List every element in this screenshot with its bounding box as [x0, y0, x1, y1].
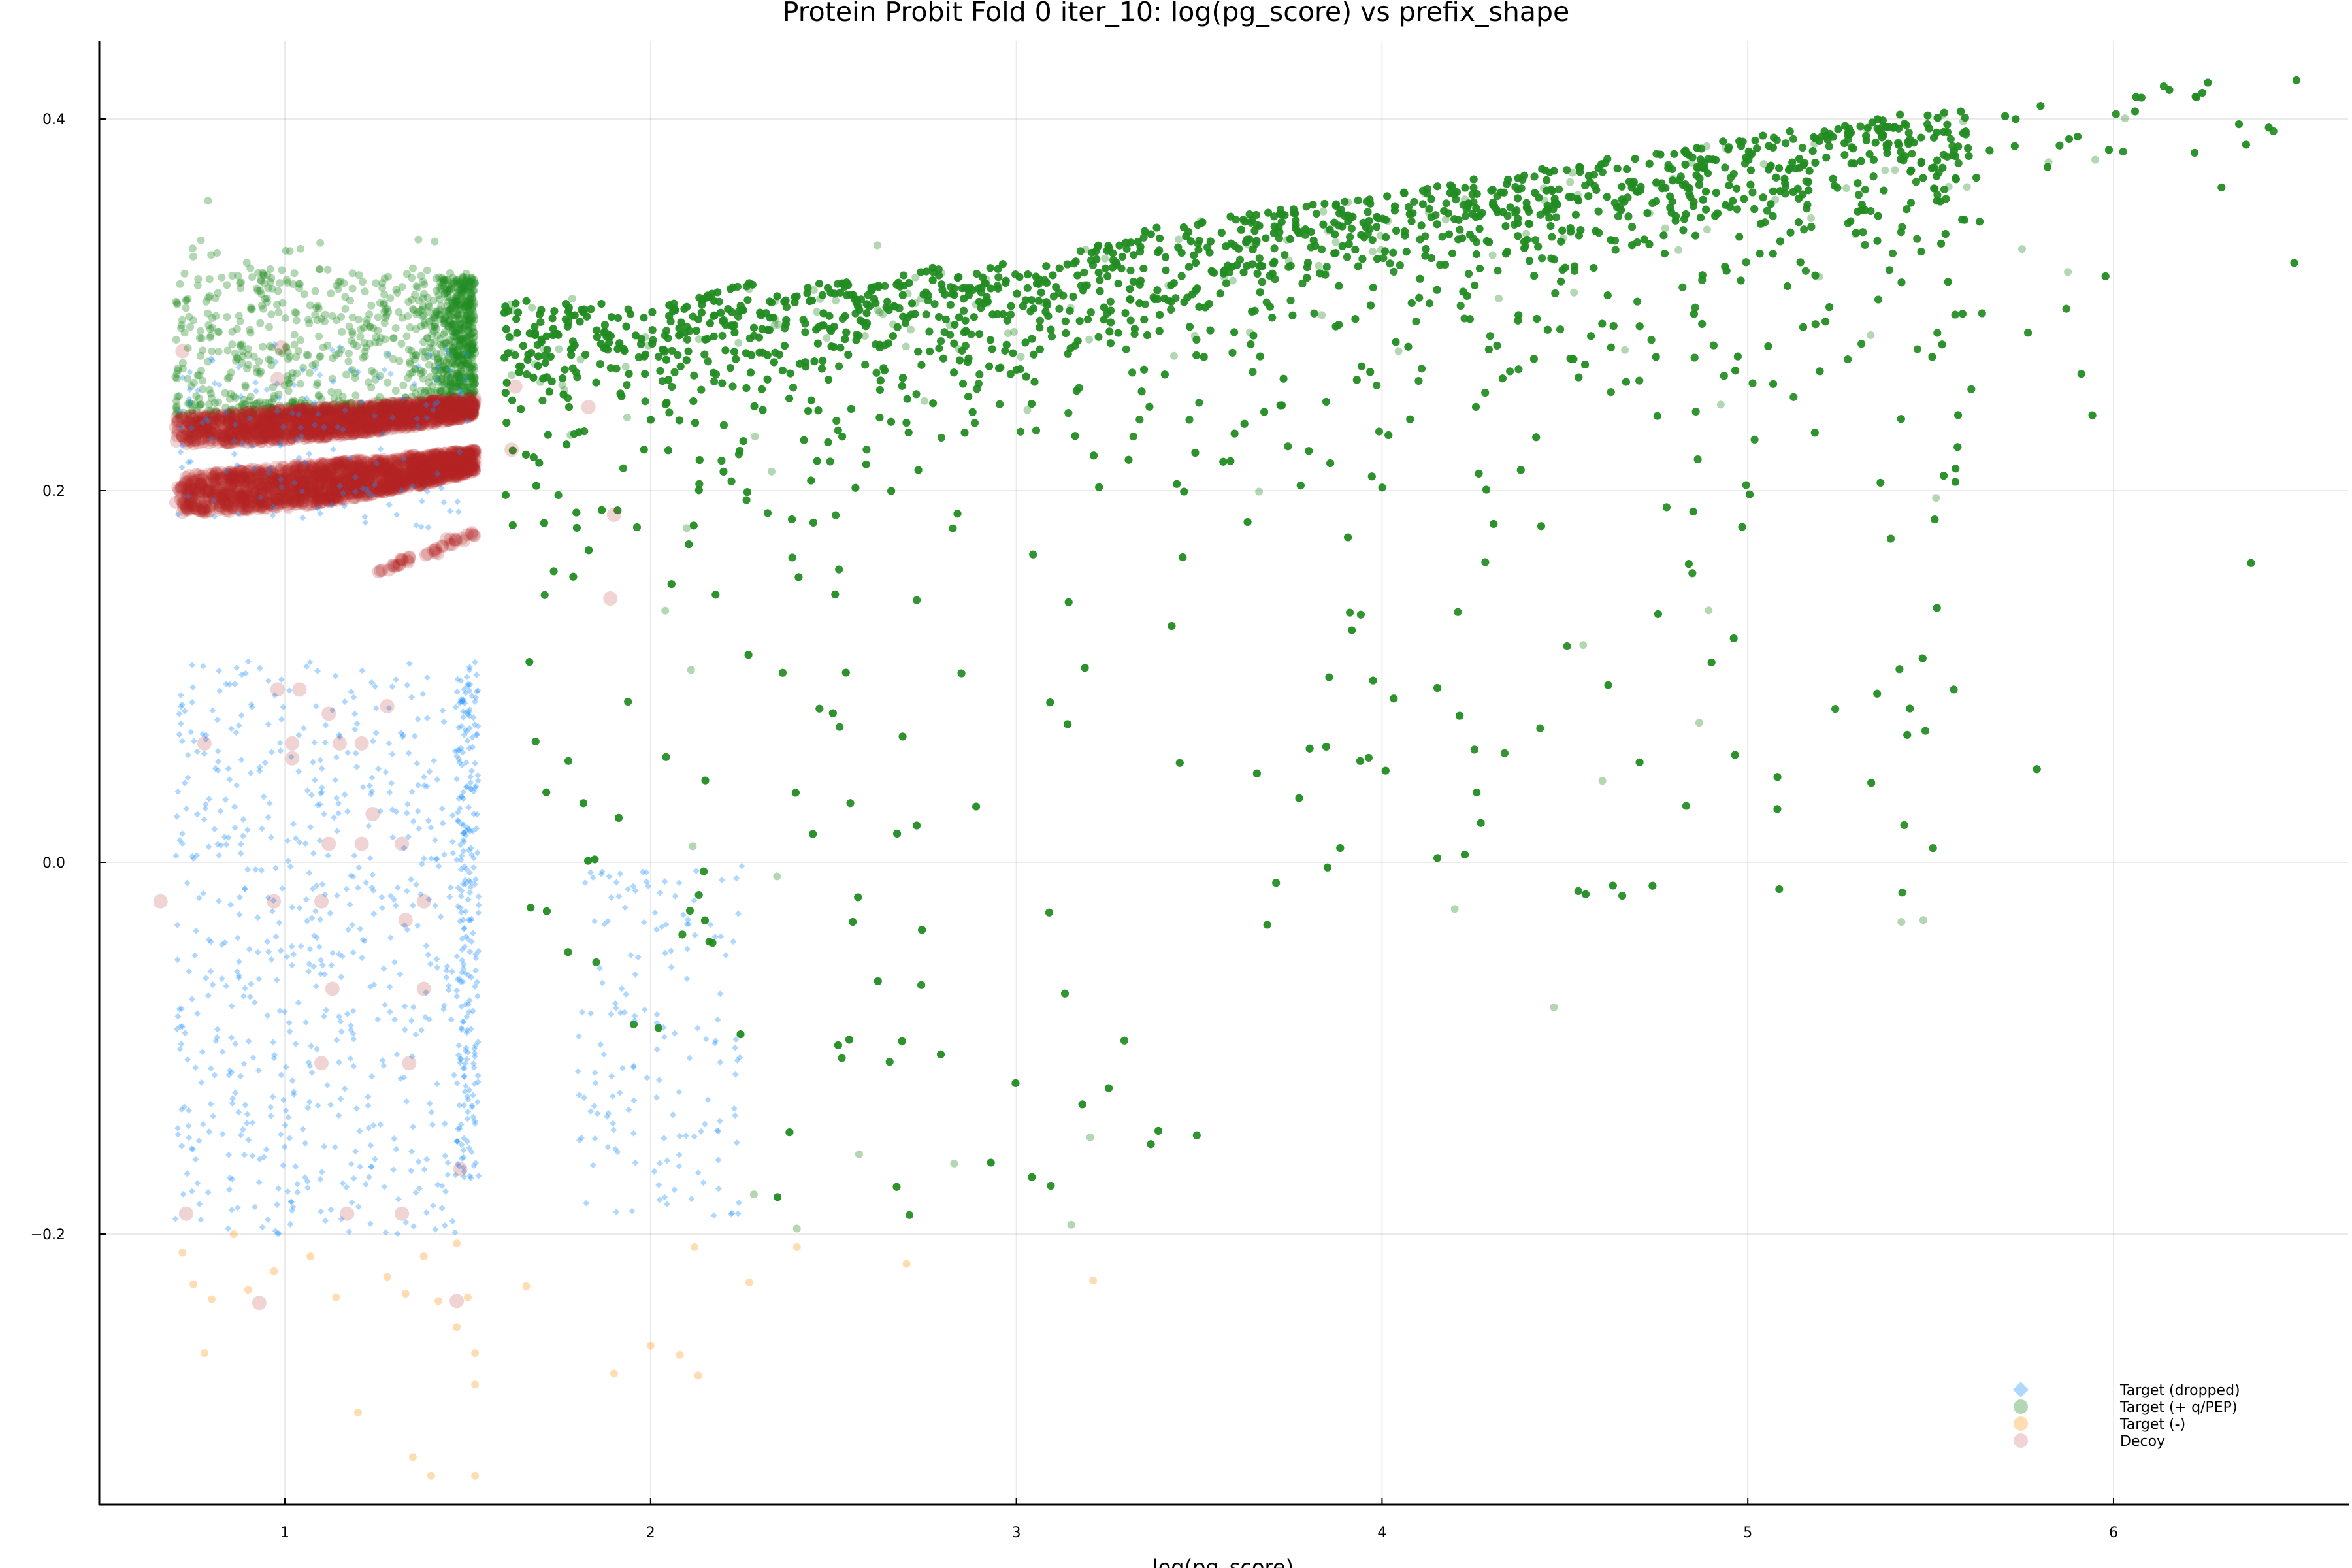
circle-marker-icon [2014, 1399, 2028, 1414]
legend-item-decoy: Decoy [2014, 1433, 2165, 1450]
x-tick-label: 2 [646, 1525, 655, 1541]
x-tick-label: 3 [1012, 1525, 1021, 1541]
circle-marker-icon [2014, 1416, 2028, 1431]
x-tick-label: 1 [280, 1525, 289, 1541]
legend-label: Decoy [2120, 1433, 2165, 1450]
y-tick-label: 0.0 [42, 855, 65, 872]
x-tick-label: 5 [1743, 1525, 1752, 1541]
legend: Target (dropped) Target (+ q/PEP) Target… [2013, 1382, 2240, 1450]
circle-marker-icon [2014, 1433, 2028, 1448]
axes [98, 41, 2349, 1506]
legend-item-target-dropped: Target (dropped) [2013, 1382, 2240, 1399]
data-points [153, 76, 2300, 1480]
grid-lines [99, 41, 2348, 1505]
axis-ticks: 1 2 3 4 5 6 0.4 0.2 0.0 −0.2 [31, 112, 2118, 1541]
legend-item-target-qpep: Target (+ q/PEP) [2014, 1399, 2237, 1416]
chart-title: Protein Probit Fold 0 iter_10: log(pg_sc… [782, 0, 1570, 27]
x-tick-label: 4 [1377, 1525, 1386, 1541]
legend-label: Target (dropped) [2119, 1382, 2240, 1399]
y-tick-label: 0.2 [42, 483, 65, 500]
y-tick-label: 0.4 [42, 112, 65, 128]
legend-item-target-neg: Target (-) [2014, 1416, 2185, 1433]
diamond-marker-icon [2013, 1382, 2029, 1397]
legend-label: Target (+ q/PEP) [2119, 1399, 2237, 1416]
y-tick-label: −0.2 [31, 1227, 65, 1243]
x-tick-label: 6 [2109, 1525, 2118, 1541]
x-axis-label: log(pg_score) [1152, 1555, 1294, 1568]
legend-label: Target (-) [2119, 1416, 2185, 1433]
